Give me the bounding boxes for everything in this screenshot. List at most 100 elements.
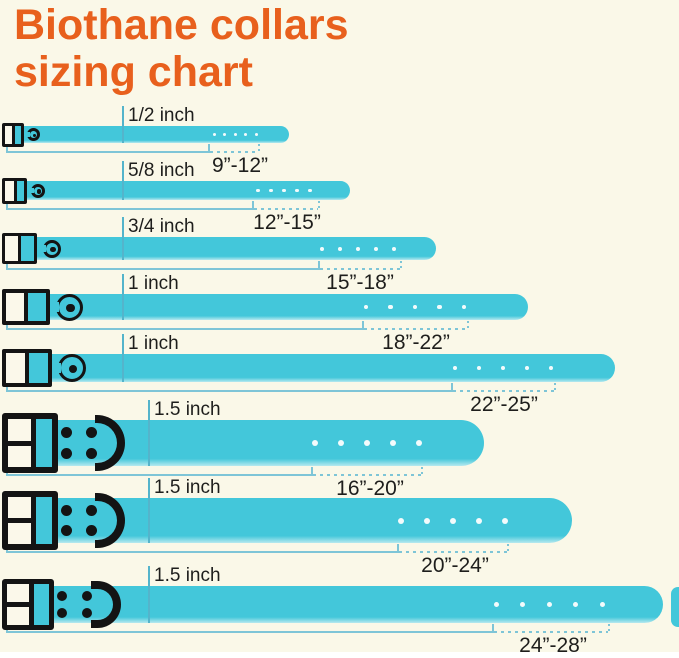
d-ring-pin	[68, 364, 78, 374]
strap-hole	[256, 188, 260, 193]
ring-opening	[42, 245, 46, 252]
measure-bracket-line	[6, 631, 494, 633]
buckle-strap-slot	[12, 125, 21, 144]
measure-bracket-line	[6, 268, 320, 270]
strap-hole	[493, 602, 499, 607]
measure-bracket-dashed-line	[494, 631, 608, 633]
measure-bracket-mid-tick	[252, 201, 254, 208]
collar-width-label: 3/4 inch	[128, 216, 195, 237]
rivet	[82, 590, 92, 601]
strap-hole	[364, 440, 370, 446]
strap-hole	[548, 365, 554, 371]
measure-bracket-left-tick	[6, 260, 8, 268]
buckle	[2, 349, 52, 387]
strap-hole	[212, 133, 216, 136]
collar-width-label: 5/8 inch	[128, 160, 195, 181]
ring-opening	[30, 187, 34, 193]
rivet	[85, 448, 97, 460]
strap-hole	[356, 246, 360, 251]
strap-hole	[452, 365, 458, 371]
collar-width-label: 1.5 inch	[154, 399, 221, 420]
rivet	[85, 504, 97, 516]
d-ring-icon	[58, 354, 86, 382]
width-measure-tick	[122, 106, 124, 143]
rivet	[60, 448, 72, 460]
strap-hole	[338, 246, 342, 251]
collar-strap	[6, 420, 484, 466]
measure-bracket-line	[6, 390, 453, 392]
collar-strap	[6, 126, 289, 143]
measure-bracket-line	[6, 474, 313, 476]
strap-hole	[223, 133, 226, 136]
buckle	[2, 579, 54, 630]
strap-hole	[295, 188, 299, 193]
strap-hole	[388, 304, 393, 310]
buckle-center-bar	[8, 440, 31, 446]
width-measure-tick	[148, 566, 150, 623]
measure-bracket-line	[6, 208, 254, 210]
collar-length-range: 20”-24”	[421, 554, 489, 577]
width-measure-tick	[122, 334, 124, 382]
d-ring-icon	[56, 293, 83, 321]
strap-hole	[374, 246, 378, 251]
buckle-center-bar	[8, 518, 31, 523]
measure-bracket-dashed-tick	[318, 201, 320, 208]
d-ring-pin	[32, 133, 37, 138]
collar-length-range: 15”-18”	[326, 271, 394, 294]
width-measure-tick	[122, 274, 124, 320]
strap-hole	[599, 602, 605, 607]
measure-bracket-dashed-tick	[258, 144, 260, 151]
ring-opening	[57, 362, 61, 374]
strap-hole	[308, 188, 312, 193]
rivet	[57, 590, 67, 601]
buckle-strap-slot	[24, 353, 48, 383]
measure-bracket-mid-tick	[451, 383, 453, 390]
buckle-center-bar	[7, 602, 29, 607]
collar-strap	[6, 354, 615, 382]
buckle	[2, 491, 58, 550]
strap-hole	[312, 440, 318, 446]
strap-hole	[233, 133, 237, 136]
measure-bracket-left-tick	[6, 200, 8, 208]
measure-bracket-dashed-tick	[554, 383, 556, 390]
width-measure-tick	[148, 400, 150, 466]
rivet	[60, 426, 72, 438]
strap-hole	[573, 602, 578, 607]
ring-opening	[55, 302, 59, 312]
strap-hole	[244, 133, 247, 136]
d-ring-icon	[95, 415, 125, 471]
strap-hole	[412, 304, 418, 310]
measure-bracket-dashed-line	[320, 268, 400, 270]
page-title: Biothane collars sizing chart	[14, 2, 349, 96]
collar-length-range: 22”-25”	[470, 393, 538, 416]
strap-hole	[520, 602, 525, 607]
collar-length-range: 12”-15”	[253, 211, 321, 234]
d-ring-icon	[91, 581, 121, 628]
measure-bracket-dashed-tick	[421, 467, 423, 474]
measure-bracket-dashed-line	[254, 208, 318, 210]
buckle-strap-slot	[24, 293, 46, 321]
strap-hole	[476, 517, 482, 524]
strap-hole	[476, 365, 482, 371]
measure-bracket-dashed-tick	[467, 321, 469, 328]
cropped-strap-fragment	[671, 587, 679, 627]
collar-length-range: 9”-12”	[211, 154, 269, 177]
page-title-line1: Biothane collars	[14, 1, 349, 49]
strap-hole	[254, 133, 258, 136]
measure-bracket-line	[6, 551, 399, 553]
measure-bracket-dashed-line	[399, 551, 507, 553]
strap-hole	[524, 365, 530, 371]
measure-bracket-dashed-line	[210, 151, 258, 153]
collar-width-label: 1.5 inch	[154, 477, 221, 498]
strap-hole	[282, 188, 286, 193]
strap-hole	[424, 517, 430, 524]
strap-hole	[500, 365, 506, 371]
ring-opening	[26, 132, 30, 137]
measure-bracket-dashed-tick	[608, 624, 610, 631]
measure-bracket-line	[6, 151, 210, 153]
strap-hole	[502, 517, 508, 524]
collar-width-label: 1 inch	[128, 273, 179, 294]
buckle-strap-slot	[13, 180, 24, 201]
strap-hole	[338, 440, 344, 446]
strap-hole	[546, 602, 552, 607]
